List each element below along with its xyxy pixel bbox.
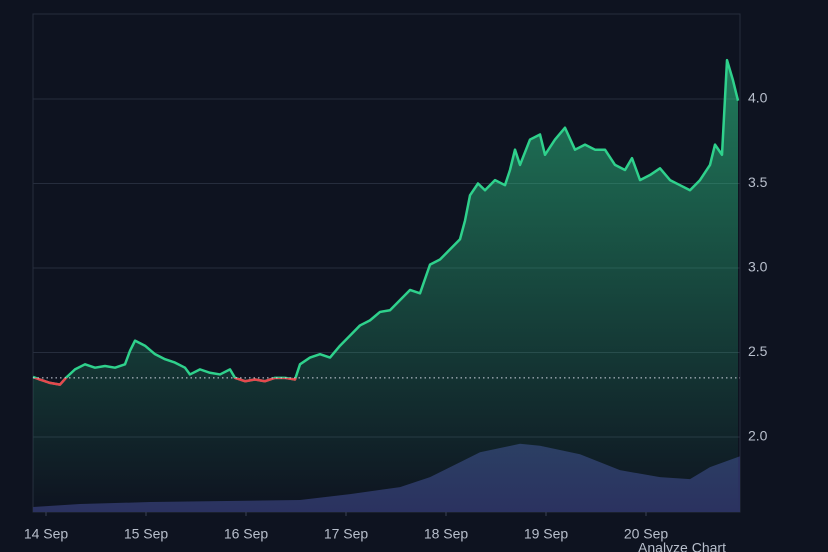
x-tick-label: 17 Sep [324, 526, 369, 542]
x-tick-label: 19 Sep [524, 526, 569, 542]
y-tick-label: 3.5 [748, 174, 768, 190]
y-tick-label: 2.0 [748, 428, 768, 444]
y-tick-label: 2.5 [748, 343, 768, 359]
x-tick-label: 18 Sep [424, 526, 469, 542]
x-tick-label: 14 Sep [24, 526, 69, 542]
price-area [33, 60, 738, 512]
price-line [32, 58, 740, 386]
y-tick-label: 4.0 [748, 90, 768, 106]
analyze-chart-button[interactable]: Analyze Chart [638, 540, 726, 552]
x-tick-label: 15 Sep [124, 526, 169, 542]
y-tick-label: 3.0 [748, 259, 768, 275]
x-tick-label: 16 Sep [224, 526, 269, 542]
x-tick-label: 20 Sep [624, 526, 669, 542]
